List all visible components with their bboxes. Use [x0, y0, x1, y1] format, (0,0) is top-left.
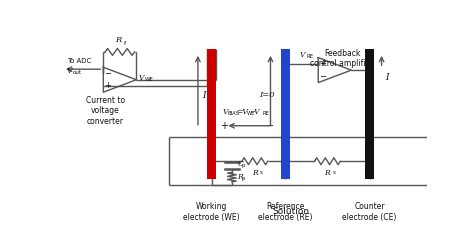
Text: =V: =V — [237, 108, 248, 116]
Text: R: R — [237, 173, 243, 181]
Text: s: s — [333, 170, 336, 175]
Text: -V: -V — [253, 108, 261, 116]
Text: +: + — [319, 60, 326, 68]
Text: p: p — [242, 163, 246, 168]
Text: s: s — [260, 170, 263, 175]
Text: RE: RE — [306, 54, 313, 59]
Text: Reference
electrode (RE): Reference electrode (RE) — [258, 202, 312, 222]
Text: RE: RE — [263, 111, 269, 116]
Text: Counter
electrode (CE): Counter electrode (CE) — [343, 202, 397, 222]
Text: p: p — [242, 176, 246, 181]
Text: −: − — [266, 121, 274, 131]
Text: Solution: Solution — [272, 207, 309, 216]
Text: V: V — [223, 108, 228, 116]
Text: +: + — [104, 81, 111, 90]
Text: V: V — [300, 51, 305, 59]
Text: BIAS: BIAS — [227, 111, 239, 116]
Bar — [207, 49, 216, 180]
Text: R: R — [252, 169, 258, 177]
Text: f: f — [124, 41, 127, 46]
Text: +: + — [220, 121, 228, 131]
Text: I: I — [202, 91, 206, 100]
Text: Feedback
control amplifier: Feedback control amplifier — [310, 49, 374, 68]
Text: I=0: I=0 — [259, 91, 275, 99]
Text: R: R — [325, 169, 330, 177]
Bar — [365, 49, 374, 180]
Text: Working
electrode (WE): Working electrode (WE) — [183, 202, 240, 222]
Text: I: I — [385, 73, 389, 82]
Text: WE: WE — [145, 77, 154, 82]
Text: V: V — [66, 67, 72, 75]
Text: Current to
voltage
converter: Current to voltage converter — [86, 96, 125, 126]
Text: −: − — [319, 72, 326, 81]
Text: out: out — [73, 69, 82, 74]
Bar — [281, 49, 290, 180]
Text: V: V — [138, 74, 144, 82]
Text: R: R — [115, 36, 121, 44]
Text: To ADC: To ADC — [66, 59, 91, 64]
Text: −: − — [104, 69, 111, 78]
Text: C: C — [237, 160, 243, 168]
Text: WE: WE — [246, 111, 255, 116]
